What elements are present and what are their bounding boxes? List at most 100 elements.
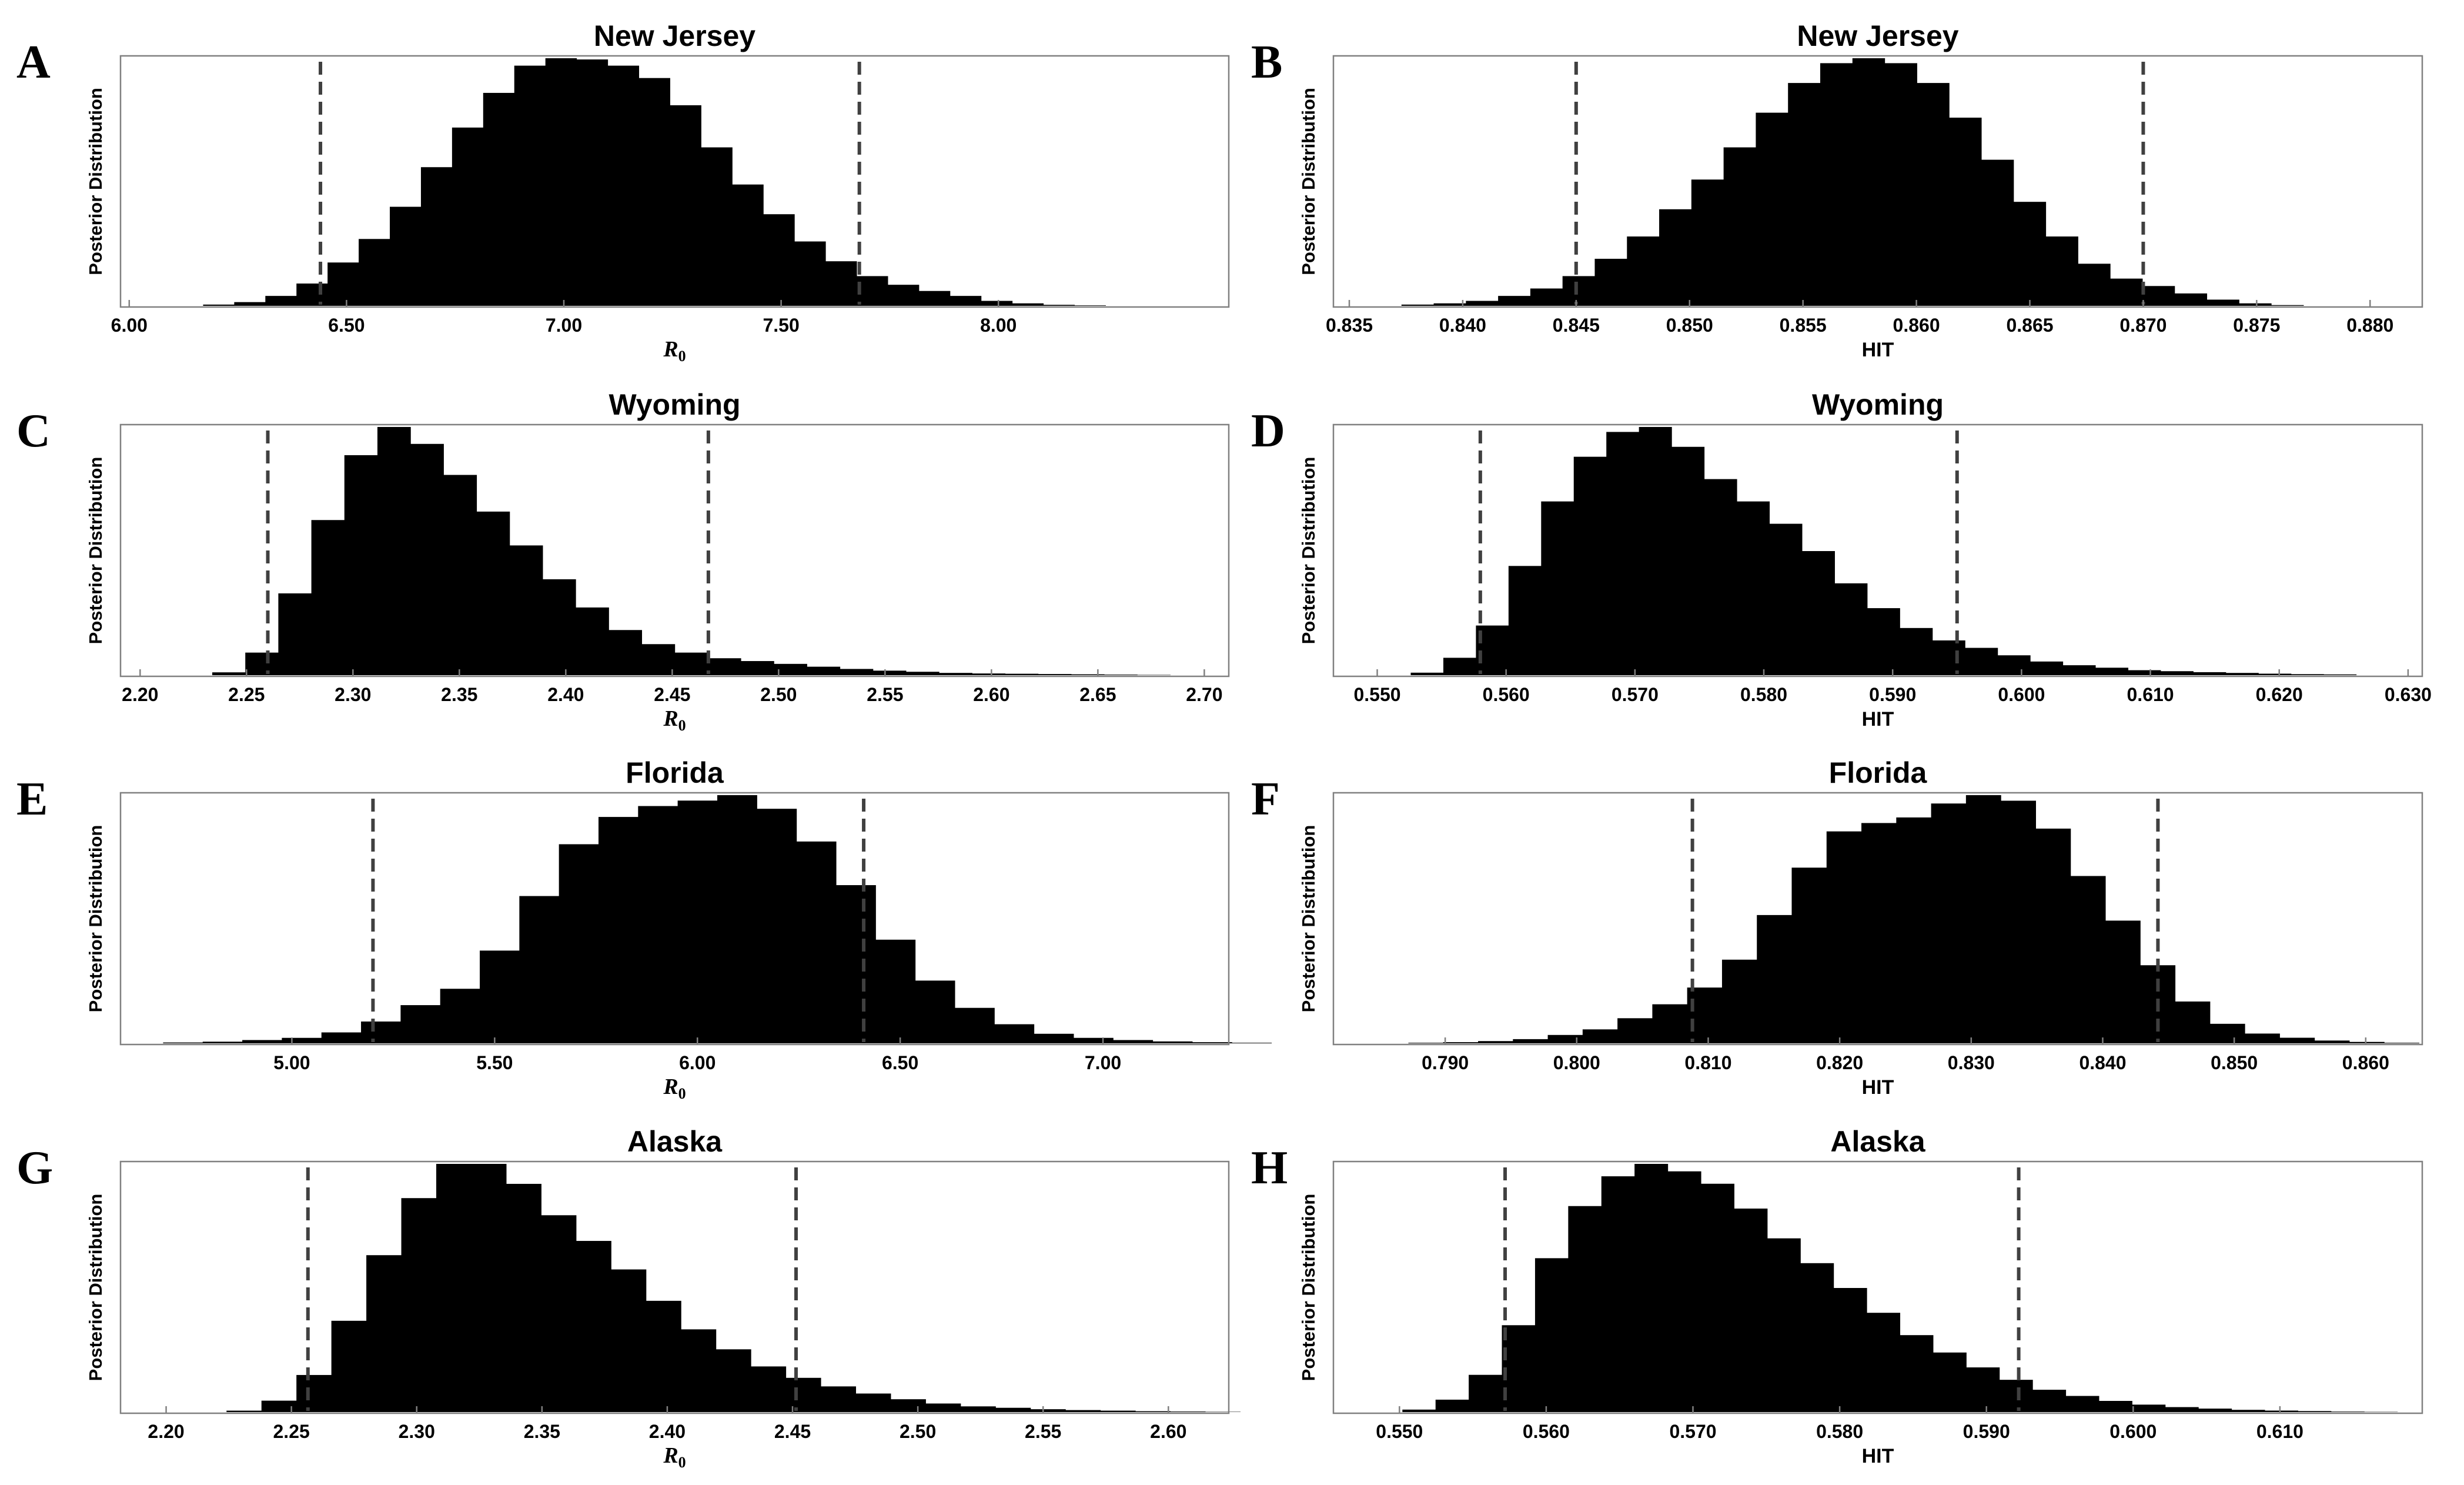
chart-title: Wyoming	[609, 388, 740, 421]
histogram-bar	[915, 980, 955, 1043]
x-tick-label: 2.25	[228, 684, 265, 705]
histogram-bar	[2105, 920, 2141, 1043]
y-axis-label: Posterior Distribution	[85, 88, 106, 275]
chart-d: 0.550 0.560 0.570 0.580 0.590 0.600 0.610 0.620…	[1251, 388, 2432, 730]
x-tick-label: 2.45	[654, 684, 690, 705]
histogram-bar	[359, 239, 390, 306]
histogram-bar	[1833, 1288, 1867, 1412]
histogram-bar	[1065, 1410, 1101, 1412]
histogram-bar	[1896, 817, 1932, 1043]
histogram-bar	[717, 795, 757, 1043]
histogram-bar	[2231, 1410, 2265, 1412]
x-tick-label: 0.600	[1998, 684, 2045, 705]
x-tick-label: 2.70	[1186, 684, 1222, 705]
x-axis-label: HIT	[1862, 1076, 1894, 1099]
histogram-bar	[576, 1240, 611, 1412]
histogram-bar	[763, 214, 795, 306]
chart-title: New Jersey	[594, 19, 755, 52]
x-tick-label: 0.570	[1612, 684, 1659, 705]
histogram-bar	[2225, 673, 2259, 675]
x-axis-label: R0	[663, 1443, 686, 1471]
x-axis-label-subscript: 0	[678, 348, 686, 365]
histogram-bar	[677, 800, 718, 1043]
histogram-bar	[282, 1037, 322, 1043]
x-tick-label: 0.560	[1483, 684, 1530, 705]
histogram-bar	[1469, 1374, 1503, 1412]
histogram-bar	[1030, 1409, 1066, 1412]
x-tick-label: 2.20	[148, 1421, 184, 1442]
histogram-bar	[390, 206, 422, 306]
chart-title: Wyoming	[1812, 388, 1944, 421]
histogram-bar	[807, 666, 841, 675]
histogram-bar	[1652, 1004, 1688, 1043]
histogram-bar	[1981, 159, 2014, 306]
histogram-bar	[436, 1164, 472, 1412]
histogram-bar	[1965, 795, 2001, 1043]
histogram-bar	[1820, 63, 1853, 306]
histogram-bar	[1756, 112, 1788, 306]
x-tick-label: 0.875	[2233, 315, 2280, 336]
x-tick-label: 2.60	[1150, 1421, 1186, 1442]
histogram-bar	[638, 78, 670, 306]
chart-b: 0.835 0.840 0.845 0.850 0.855 0.860 0.865 0.870…	[1251, 19, 2423, 361]
histogram-bar	[321, 1032, 362, 1043]
histogram-bar	[452, 127, 484, 306]
x-tick-label: 0.620	[2256, 684, 2303, 705]
histogram-bar	[2045, 236, 2078, 306]
x-tick-label: 0.860	[1893, 315, 1940, 336]
histogram-bar	[1100, 1410, 1136, 1412]
histogram-bar	[820, 1386, 857, 1412]
histogram-bar	[1401, 304, 1435, 306]
x-tick-label: 2.40	[547, 684, 584, 705]
histogram-bar	[519, 896, 560, 1043]
chart-g: 2.20 2.25 2.30 2.35 2.40 2.45 2.50 2.55 2.60 Alas…	[16, 1125, 1241, 1471]
x-tick-label: 6.50	[328, 315, 365, 336]
histogram-bar	[796, 841, 837, 1043]
histogram-bar	[1012, 303, 1044, 306]
histogram-bar	[1135, 1411, 1171, 1412]
chart-title: Florida	[1829, 756, 1928, 789]
histogram-bar	[1508, 566, 1542, 675]
histogram-bar	[1443, 658, 1477, 675]
histogram-bar	[1170, 1411, 1206, 1412]
chart-title: Alaska	[627, 1125, 723, 1158]
histogram-bar	[278, 593, 312, 675]
histogram-bar	[1659, 209, 1692, 306]
chart-title: Florida	[626, 756, 724, 789]
histogram-bar	[1466, 301, 1499, 306]
histogram-bar	[638, 806, 678, 1043]
histogram-bar	[1900, 1335, 1934, 1412]
histogram-bar	[2032, 1390, 2067, 1412]
x-axis-label-subscript: 0	[678, 1085, 686, 1102]
x-tick-label: 0.790	[1422, 1052, 1469, 1073]
x-tick-label: 0.580	[1740, 684, 1787, 705]
histogram-bar	[1498, 296, 1531, 306]
histogram-bar	[2160, 671, 2194, 675]
histogram-bar	[681, 1329, 717, 1412]
histogram-bar	[410, 443, 444, 675]
histogram-bar	[2264, 1410, 2298, 1412]
histogram-bar	[261, 1400, 297, 1412]
histogram-bar	[1433, 303, 1466, 306]
x-tick-label: 0.870	[2119, 315, 2167, 336]
histogram-bar	[856, 276, 888, 306]
histogram-bar	[401, 1198, 437, 1412]
x-tick-label: 2.55	[867, 684, 903, 705]
histogram-bar	[1192, 1042, 1232, 1043]
histogram-bar	[670, 105, 701, 306]
y-axis-label: Posterior Distribution	[85, 457, 106, 645]
histogram-bar	[954, 1007, 995, 1043]
histogram-bar	[2198, 1409, 2232, 1412]
histogram-bar	[1627, 236, 1660, 306]
histogram-bar	[2209, 1023, 2245, 1043]
histogram-bar	[576, 59, 609, 306]
x-tick-label: 0.550	[1376, 1421, 1423, 1442]
histogram-bar	[1606, 432, 1640, 675]
axes-frame	[119, 1160, 1230, 1414]
histogram-bar	[1867, 608, 1900, 675]
histogram-bar	[1826, 831, 1862, 1043]
x-tick-label: 0.820	[1816, 1052, 1863, 1073]
panel-label: C	[16, 405, 51, 457]
x-tick-label: 0.840	[2079, 1052, 2126, 1073]
histogram-bar	[1900, 628, 1933, 675]
